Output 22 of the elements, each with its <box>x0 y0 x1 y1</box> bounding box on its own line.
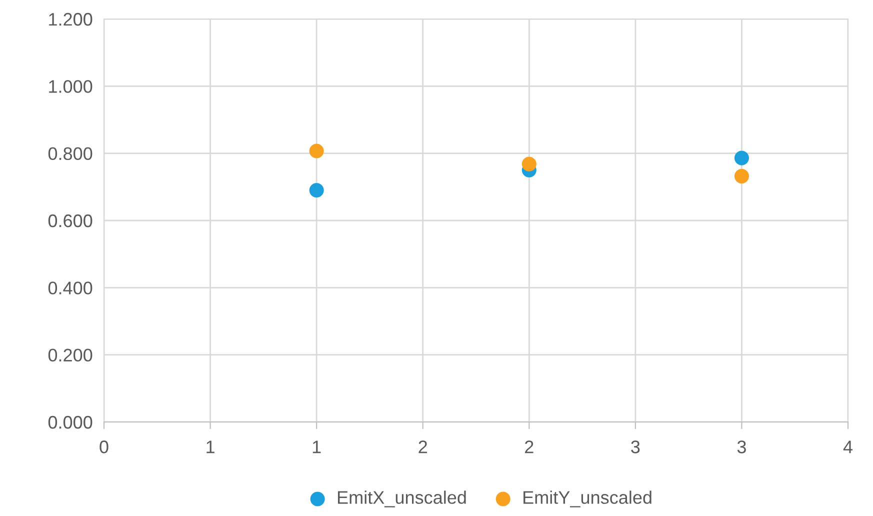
x-tick-label: 3 <box>737 440 746 454</box>
legend-label: EmitX_unscaled <box>338 490 466 508</box>
point <box>309 144 324 158</box>
y-tick-label: 0.000 <box>48 416 92 429</box>
y-tick-label: 1.000 <box>49 80 92 93</box>
y-tick-label: 0.800 <box>48 147 92 160</box>
point <box>522 156 536 172</box>
point <box>309 182 324 198</box>
y-tick-label: 0.200 <box>48 348 92 362</box>
x-tick-label: 2 <box>418 440 427 454</box>
x-tick-label: 2 <box>525 440 534 454</box>
y-tick-label: 0.400 <box>48 282 92 294</box>
x-tick-label: 3 <box>631 440 640 454</box>
x-tick-label: 1 <box>206 440 214 454</box>
y-tick-label: 0.600 <box>48 214 92 228</box>
x-tick-label: 1 <box>312 440 321 454</box>
y-tick-label: 1.200 <box>49 12 92 26</box>
point <box>734 150 749 166</box>
point <box>734 168 749 184</box>
x-tick-label: 0 <box>100 440 108 454</box>
x-tick-label: 4 <box>843 440 852 454</box>
legend-label: EmitY_unscaled <box>524 490 652 508</box>
